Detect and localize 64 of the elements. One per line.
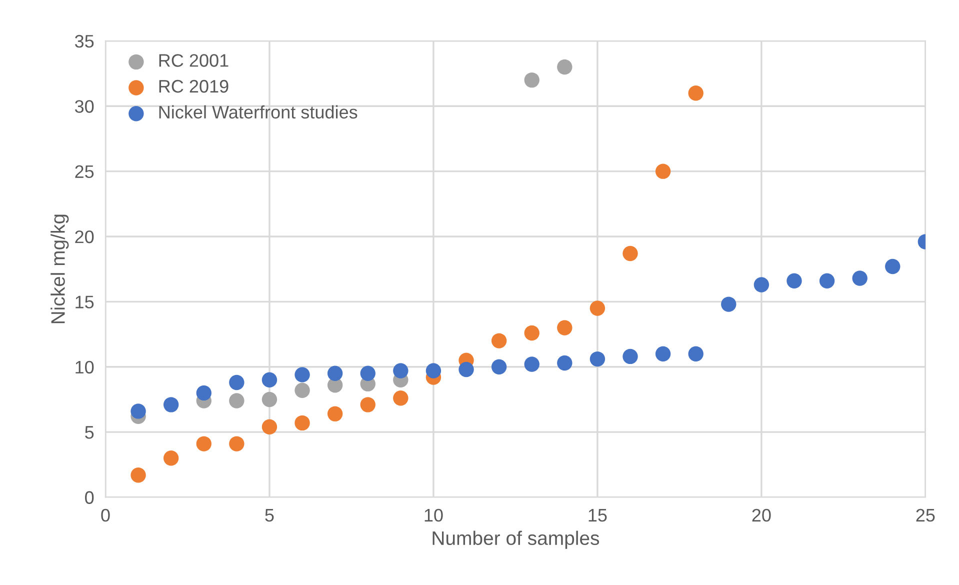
point	[491, 333, 507, 348]
y-tick-label: 5	[85, 426, 94, 439]
point	[163, 397, 179, 412]
x-tick-label: 10	[424, 508, 443, 522]
point	[590, 351, 606, 367]
point	[229, 436, 244, 452]
point	[196, 436, 212, 452]
point	[294, 367, 310, 382]
x-tick-label: 0	[101, 508, 110, 522]
point	[130, 404, 146, 419]
point	[229, 374, 244, 390]
point	[196, 385, 212, 401]
point	[294, 382, 310, 398]
point	[754, 277, 770, 292]
point	[360, 366, 376, 382]
y-tick-label: 25	[75, 165, 94, 178]
y-tick-label: 30	[74, 100, 94, 113]
point	[262, 419, 278, 434]
point	[852, 270, 868, 286]
y-tick-label: 20	[75, 230, 94, 244]
x-tick-label: 15	[588, 509, 607, 522]
point	[130, 467, 146, 483]
y-tick-label: 0	[85, 491, 94, 504]
point	[590, 300, 606, 316]
point	[327, 406, 343, 422]
point	[786, 273, 802, 288]
point	[458, 362, 474, 378]
point	[393, 390, 408, 406]
point	[524, 325, 540, 341]
point	[491, 359, 507, 374]
point	[688, 85, 704, 101]
x-tick-label: 5	[265, 509, 274, 522]
y-tick-label: 15	[76, 296, 94, 308]
point	[819, 273, 835, 288]
point	[262, 392, 278, 408]
point	[426, 363, 442, 378]
point	[393, 363, 408, 378]
point	[229, 393, 244, 408]
point	[524, 72, 540, 88]
x-tick-label: 25	[916, 508, 935, 522]
legend-label: Nickel Waterfront studies	[159, 105, 358, 119]
point	[360, 397, 376, 412]
point	[262, 372, 278, 388]
point	[557, 320, 572, 336]
y-tick-label: 35	[74, 34, 94, 48]
point	[524, 356, 540, 372]
legend-label: RC 2019	[159, 80, 228, 93]
point	[163, 450, 179, 466]
legend-label: RC 2001	[159, 54, 228, 67]
point	[622, 246, 638, 262]
x-axis-title: Number of samples	[432, 530, 600, 549]
point	[688, 346, 704, 362]
y-tick-label: 10	[76, 360, 94, 374]
x-tick-label: 20	[752, 508, 771, 522]
point	[622, 348, 638, 364]
point	[327, 366, 343, 382]
point	[885, 258, 900, 274]
point	[721, 296, 736, 312]
point	[557, 59, 572, 75]
point	[294, 415, 310, 431]
y-axis-title: Nickel mg/kg	[50, 214, 69, 324]
point	[655, 164, 671, 179]
point	[557, 355, 572, 371]
point	[655, 346, 671, 362]
